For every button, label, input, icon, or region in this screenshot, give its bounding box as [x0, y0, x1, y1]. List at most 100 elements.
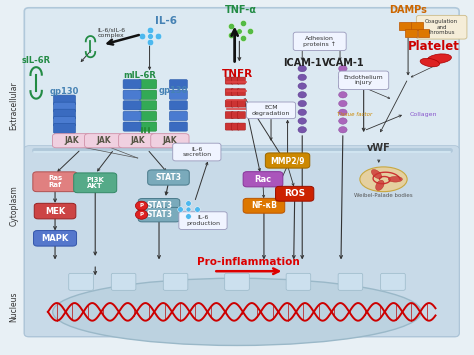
- Text: Endothelium
injury: Endothelium injury: [344, 75, 383, 86]
- Text: JAK: JAK: [64, 136, 79, 145]
- FancyBboxPatch shape: [338, 273, 363, 290]
- Circle shape: [338, 83, 347, 89]
- Bar: [418, 29, 429, 37]
- Text: Extracellular: Extracellular: [9, 81, 18, 130]
- FancyBboxPatch shape: [54, 95, 75, 105]
- FancyBboxPatch shape: [123, 111, 141, 121]
- FancyBboxPatch shape: [275, 186, 314, 201]
- FancyBboxPatch shape: [265, 153, 310, 168]
- Circle shape: [298, 65, 307, 72]
- FancyBboxPatch shape: [123, 101, 141, 110]
- Text: Ras
Raf: Ras Raf: [48, 175, 62, 188]
- FancyBboxPatch shape: [225, 111, 233, 119]
- Text: Nucleus: Nucleus: [9, 291, 18, 322]
- FancyBboxPatch shape: [169, 90, 187, 99]
- FancyBboxPatch shape: [33, 172, 77, 192]
- Text: STAT3: STAT3: [155, 173, 182, 182]
- FancyBboxPatch shape: [139, 101, 156, 110]
- Text: IL-6/sIL-6
complex: IL-6/sIL-6 complex: [98, 27, 126, 38]
- Bar: [399, 22, 411, 30]
- FancyBboxPatch shape: [243, 198, 285, 213]
- Ellipse shape: [420, 58, 439, 67]
- Ellipse shape: [376, 180, 384, 190]
- FancyBboxPatch shape: [34, 230, 76, 246]
- FancyBboxPatch shape: [225, 273, 249, 290]
- FancyBboxPatch shape: [338, 71, 389, 89]
- Text: mIL-6R: mIL-6R: [124, 71, 156, 81]
- Circle shape: [338, 100, 347, 107]
- FancyBboxPatch shape: [69, 273, 93, 290]
- Text: MEK: MEK: [45, 207, 65, 215]
- Ellipse shape: [372, 170, 382, 179]
- Bar: [411, 22, 423, 30]
- FancyBboxPatch shape: [54, 124, 75, 133]
- Point: [138, 33, 146, 39]
- Circle shape: [298, 100, 307, 107]
- FancyBboxPatch shape: [54, 116, 75, 126]
- Text: MMP2/9: MMP2/9: [270, 156, 305, 165]
- Point: [239, 35, 246, 41]
- FancyBboxPatch shape: [231, 77, 239, 84]
- Ellipse shape: [360, 167, 407, 192]
- Text: PI3K
AKT: PI3K AKT: [86, 176, 104, 189]
- FancyBboxPatch shape: [118, 133, 157, 148]
- Text: IL-6: IL-6: [155, 16, 177, 26]
- FancyBboxPatch shape: [231, 111, 239, 119]
- Text: TNFR: TNFR: [222, 69, 253, 79]
- Circle shape: [298, 118, 307, 124]
- Point: [193, 207, 201, 212]
- Circle shape: [338, 109, 347, 115]
- FancyBboxPatch shape: [53, 133, 91, 148]
- Text: ECM
degradation: ECM degradation: [252, 105, 290, 115]
- Text: Tissue factor: Tissue factor: [337, 112, 372, 117]
- Text: P: P: [139, 212, 144, 217]
- Text: IL-6
production: IL-6 production: [186, 215, 220, 226]
- Point: [184, 213, 192, 219]
- FancyBboxPatch shape: [138, 198, 180, 213]
- Circle shape: [136, 210, 148, 219]
- Point: [227, 23, 235, 29]
- Text: vWF: vWF: [367, 143, 391, 153]
- FancyBboxPatch shape: [24, 8, 459, 337]
- Text: Rac: Rac: [255, 175, 272, 184]
- FancyBboxPatch shape: [139, 80, 156, 89]
- FancyBboxPatch shape: [148, 170, 189, 185]
- Circle shape: [298, 92, 307, 98]
- FancyBboxPatch shape: [231, 123, 239, 130]
- FancyBboxPatch shape: [286, 273, 311, 290]
- Circle shape: [338, 74, 347, 81]
- FancyBboxPatch shape: [416, 15, 467, 39]
- Text: Adhesion
proteins ↑: Adhesion proteins ↑: [303, 36, 336, 47]
- FancyBboxPatch shape: [246, 102, 296, 119]
- FancyBboxPatch shape: [163, 273, 188, 290]
- FancyBboxPatch shape: [225, 123, 233, 130]
- Ellipse shape: [53, 278, 421, 345]
- FancyBboxPatch shape: [139, 90, 156, 99]
- Text: Coagulation
and
thrombus: Coagulation and thrombus: [425, 19, 458, 35]
- FancyBboxPatch shape: [243, 172, 283, 187]
- Text: Pro-inflammation: Pro-inflammation: [198, 257, 300, 267]
- FancyBboxPatch shape: [173, 143, 221, 161]
- Ellipse shape: [388, 176, 402, 182]
- FancyBboxPatch shape: [169, 101, 187, 110]
- FancyBboxPatch shape: [24, 146, 459, 337]
- Point: [146, 27, 154, 33]
- Circle shape: [338, 92, 347, 98]
- Text: P: P: [139, 203, 144, 208]
- Point: [146, 33, 154, 39]
- Circle shape: [298, 74, 307, 81]
- FancyBboxPatch shape: [225, 77, 233, 84]
- Text: JAK: JAK: [130, 136, 145, 145]
- Text: Cytoplasm: Cytoplasm: [9, 185, 18, 226]
- Circle shape: [136, 201, 148, 211]
- Text: VCAM-1: VCAM-1: [321, 58, 364, 68]
- FancyBboxPatch shape: [237, 77, 246, 84]
- FancyBboxPatch shape: [231, 100, 239, 107]
- FancyBboxPatch shape: [34, 203, 76, 219]
- Circle shape: [298, 127, 307, 133]
- FancyBboxPatch shape: [237, 123, 246, 130]
- FancyBboxPatch shape: [169, 80, 187, 89]
- Text: MAPK: MAPK: [41, 234, 69, 243]
- Text: ROS: ROS: [284, 189, 305, 198]
- FancyBboxPatch shape: [237, 100, 246, 107]
